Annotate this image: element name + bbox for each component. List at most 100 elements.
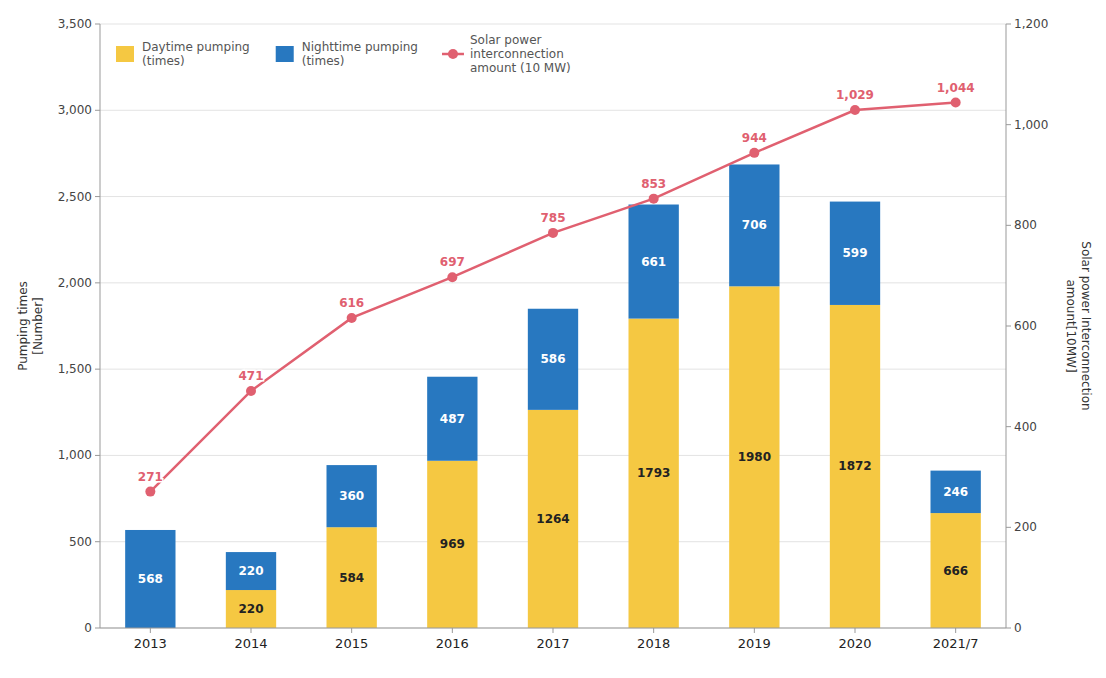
chart: 2205849691264179319801872666568220360487…	[0, 0, 1106, 678]
data-label: 471	[238, 369, 263, 383]
y-tick	[95, 110, 100, 111]
y-tick-label: 0	[84, 621, 92, 635]
data-label: 487	[440, 412, 465, 426]
data-label: 666	[943, 564, 968, 578]
x-tick-label: 2019	[738, 636, 771, 651]
y-tick-label: 1,500	[58, 362, 92, 376]
data-label: 584	[339, 571, 364, 585]
x-tick	[855, 628, 856, 633]
bar	[427, 377, 477, 461]
legend-item: Solar powerinterconnectionamount (10 MW)	[442, 33, 571, 75]
y2-tick-label: 400	[1014, 420, 1037, 434]
y-tick	[95, 282, 100, 283]
line	[150, 103, 955, 492]
data-label: 853	[641, 177, 666, 191]
data-label: 1872	[838, 459, 871, 473]
x-tick	[351, 628, 352, 633]
y-axis-line	[100, 24, 101, 628]
bar	[629, 205, 679, 319]
marker	[850, 105, 860, 115]
x-tick-label: 2016	[436, 636, 469, 651]
grid-line	[100, 196, 1006, 197]
marker	[749, 148, 759, 158]
bar	[830, 202, 880, 305]
y-tick	[95, 24, 100, 25]
bar	[931, 471, 981, 513]
y2-tick-label: 1,000	[1014, 118, 1048, 132]
x-tick-label: 2018	[637, 636, 670, 651]
data-label: 1264	[536, 512, 569, 526]
data-label: 599	[842, 246, 867, 260]
legend-label: Solar powerinterconnectionamount (10 MW)	[470, 33, 571, 75]
data-label: 697	[440, 255, 465, 269]
legend-swatch	[116, 46, 134, 62]
y2-tick	[1006, 426, 1011, 427]
bar	[729, 286, 779, 628]
y-tick-label: 3,000	[58, 103, 92, 117]
data-label: 944	[742, 131, 767, 145]
legend-label: Daytime pumping(times)	[142, 40, 250, 68]
legend-item: Nighttime pumping(times)	[276, 40, 418, 68]
marker	[649, 194, 659, 204]
y-tick	[95, 541, 100, 542]
x-tick-label: 2017	[536, 636, 569, 651]
data-label: 1,029	[836, 88, 874, 102]
y2-tick-label: 800	[1014, 218, 1037, 232]
y-tick	[95, 196, 100, 197]
data-label: 1980	[738, 450, 771, 464]
x-tick	[653, 628, 654, 633]
data-label: 706	[742, 218, 767, 232]
bar	[830, 305, 880, 628]
data-label: 568	[138, 572, 163, 586]
data-label: 785	[540, 211, 565, 225]
y2-tick-label: 200	[1014, 520, 1037, 534]
data-label: 246	[943, 485, 968, 499]
marker	[548, 228, 558, 238]
data-label: 616	[339, 296, 364, 310]
bar	[327, 527, 377, 628]
x-tick-label: 2020	[838, 636, 871, 651]
y-tick	[95, 455, 100, 456]
marker	[145, 487, 155, 497]
y2-tick	[1006, 628, 1011, 629]
x-tick	[452, 628, 453, 633]
y2-tick	[1006, 326, 1011, 327]
data-label: 586	[540, 352, 565, 366]
x-tick	[553, 628, 554, 633]
x-tick-label: 2013	[134, 636, 167, 651]
marks	[125, 98, 981, 628]
y-tick-label: 1,000	[58, 448, 92, 462]
legend-item: Daytime pumping(times)	[116, 40, 250, 68]
y-tick-label: 500	[69, 535, 92, 549]
y-axis-label: Pumping times[Number]	[16, 281, 45, 371]
y2-tick	[1006, 527, 1011, 528]
bar	[931, 513, 981, 628]
legend-swatch	[276, 46, 294, 62]
x-tick-label: 2014	[234, 636, 267, 651]
data-label: 271	[138, 470, 163, 484]
x-tick-label: 2015	[335, 636, 368, 651]
bar	[629, 319, 679, 628]
data-label: 1,044	[937, 81, 975, 95]
y2-tick-label: 0	[1014, 621, 1022, 635]
data-label: 360	[339, 489, 364, 503]
x-tick	[251, 628, 252, 633]
bar	[226, 590, 276, 628]
bar	[528, 309, 578, 410]
y2-tick	[1006, 24, 1011, 25]
y2-tick-label: 1,200	[1014, 17, 1048, 31]
bar	[729, 164, 779, 286]
bar	[327, 465, 377, 527]
bar	[226, 552, 276, 590]
x-tick	[754, 628, 755, 633]
y-tick-label: 3,500	[58, 17, 92, 31]
y2-axis-label: Solar power Interconnectionamount[10MW]	[1064, 241, 1093, 410]
legend-swatch	[448, 49, 458, 59]
bar	[125, 530, 175, 628]
x-tick	[955, 628, 956, 633]
data-label: 220	[238, 602, 263, 616]
data-label: 220	[238, 564, 263, 578]
y-tick	[95, 369, 100, 370]
y-tick-label: 2,000	[58, 276, 92, 290]
y-tick-label: 2,500	[58, 190, 92, 204]
